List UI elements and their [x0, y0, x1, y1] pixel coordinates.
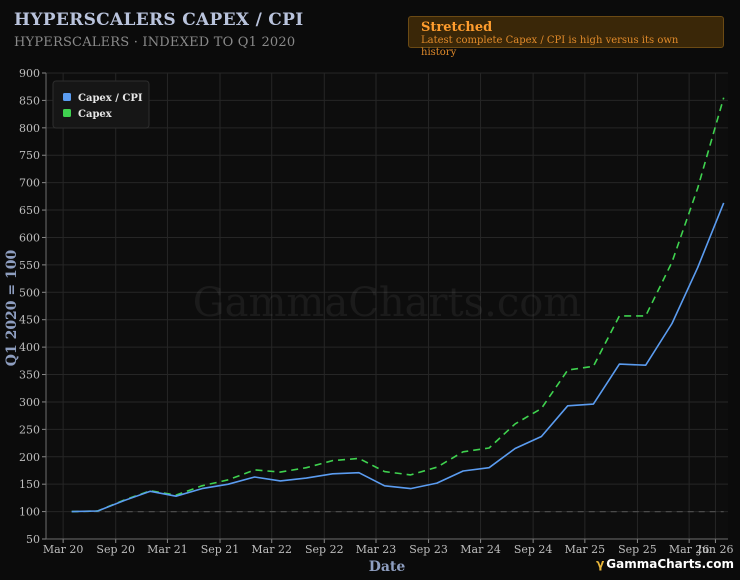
- series-line-capex-cpi: [71, 202, 725, 513]
- chart-subtitle: HYPERSCALERS · INDEXED TO Q1 2020: [14, 35, 296, 50]
- x-tick-label: Mar 22: [251, 543, 292, 556]
- brand-text: GammaCharts.com: [606, 557, 734, 571]
- y-tick-label: 150: [19, 478, 40, 491]
- x-tick-label: Sep 22: [305, 543, 344, 556]
- y-tick-label: 250: [19, 423, 40, 436]
- x-axis-label: Date: [369, 559, 406, 575]
- chart-title: HYPERSCALERS CAPEX / CPI: [14, 10, 304, 30]
- y-tick-label: 600: [19, 231, 40, 244]
- y-tick-label: 50: [26, 533, 40, 546]
- x-tick-label: Mar 20: [43, 543, 84, 556]
- y-tick-label: 700: [19, 177, 40, 190]
- y-tick-label: 100: [19, 506, 40, 519]
- series-group: [71, 97, 725, 513]
- grid: [46, 72, 728, 540]
- y-tick-label: 850: [19, 94, 40, 107]
- y-tick-label: 500: [19, 286, 40, 299]
- y-tick-label: 550: [19, 259, 40, 272]
- y-tick-label: 400: [19, 341, 40, 354]
- y-axis-label: Q1 2020 = 100: [4, 250, 20, 367]
- x-tick-label: Mar 23: [356, 543, 397, 556]
- x-tick-label: Sep 20: [96, 543, 135, 556]
- y-tick-label: 300: [19, 396, 40, 409]
- brand-logo: γ GammaCharts.com: [596, 557, 734, 571]
- legend-label-capex-cpi: Capex / CPI: [78, 93, 143, 104]
- x-tick-label: Sep 25: [618, 543, 657, 556]
- status-title: Stretched: [421, 20, 493, 35]
- y-tick-label: 450: [19, 314, 40, 327]
- legend-label-capex: Capex: [78, 109, 113, 120]
- y-tick-label: 350: [19, 369, 40, 382]
- y-tick-label: 800: [19, 122, 40, 135]
- legend-swatch-capex: [63, 109, 71, 117]
- x-tick-label: Sep 23: [409, 543, 448, 556]
- x-tick-label: Sep 21: [201, 543, 240, 556]
- axes: 50 100 150 200 250 300 350 400 450 500 550 600 650 70…: [19, 67, 733, 556]
- y-tick-label: 900: [19, 67, 40, 80]
- x-tick-label: Mar 25: [565, 543, 606, 556]
- y-tick-label: 200: [19, 451, 40, 464]
- legend-swatch-capex-cpi: [63, 93, 71, 101]
- status-description: Latest complete Capex / CPI is high vers…: [421, 35, 679, 58]
- x-tick-label: Mar 26: [669, 543, 710, 556]
- brand-symbol: γ: [596, 557, 605, 571]
- y-tick-label: 750: [19, 149, 40, 162]
- plot-area: [46, 73, 728, 539]
- status-box: Stretched Latest complete Capex / CPI is…: [408, 16, 724, 58]
- y-tick-label: 650: [19, 204, 40, 217]
- legend[interactable]: Capex / CPI Capex: [52, 80, 150, 129]
- x-tick-label: Jun 26: [696, 543, 733, 556]
- x-tick-label: Mar 21: [147, 543, 188, 556]
- x-tick-label: Sep 24: [514, 543, 553, 556]
- series-line-capex: [71, 97, 725, 513]
- watermark: GammaCharts.com: [193, 280, 582, 326]
- legend-box: [52, 80, 150, 129]
- x-tick-label: Mar 24: [460, 543, 501, 556]
